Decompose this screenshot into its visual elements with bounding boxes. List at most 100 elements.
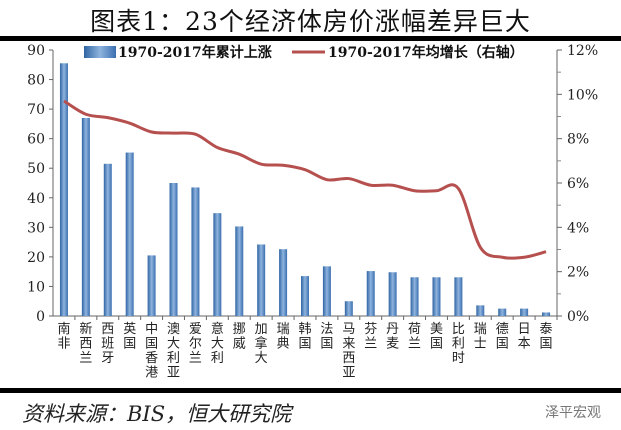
right-tick-label: 8% <box>567 132 589 148</box>
bar-西班牙 <box>103 163 112 316</box>
x-tick-label-char: 班 <box>101 337 114 352</box>
bar-马来西亚 <box>344 301 353 316</box>
x-tick-label-char: 牙 <box>101 351 114 366</box>
x-tick-label-char: 西 <box>342 351 355 366</box>
x-tick-label-char: 西 <box>101 322 114 337</box>
bar-泰国 <box>542 312 551 316</box>
left-tick-label: 30 <box>27 220 45 236</box>
bottom-divider <box>0 388 621 393</box>
chart-title: 图表1：23个经济体房价涨幅差异巨大 <box>90 7 531 36</box>
x-tick-label-char: 大 <box>255 351 268 366</box>
x-tick-label-char: 澳 <box>167 321 180 337</box>
x-tick-label-char: 荷 <box>408 322 421 337</box>
x-tick-label-char: 爱 <box>189 322 202 337</box>
right-tick-label: 4% <box>567 220 589 236</box>
x-tick-label-char: 士 <box>474 337 487 352</box>
legend-bar-swatch <box>84 46 116 58</box>
x-tick-label-char: 比 <box>452 322 465 337</box>
x-tick-label-char: 挪 <box>233 322 246 337</box>
x-tick-label-char: 芬 <box>364 322 377 337</box>
bar-澳大利亚 <box>169 183 178 316</box>
left-tick-label: 60 <box>27 132 45 148</box>
watermark: 泽平宏观 <box>545 405 601 421</box>
x-tick-label-char: 瑞 <box>474 322 487 337</box>
x-tick-label-char: 兰 <box>79 351 92 366</box>
x-tick-label-char: 拿 <box>255 336 268 352</box>
right-tick-label: 6% <box>567 176 589 192</box>
x-tick-label-char: 加 <box>255 322 268 337</box>
x-tick-label-char: 英 <box>123 322 136 337</box>
x-tick-label-char: 兰 <box>189 351 202 366</box>
x-tick-label-char: 非 <box>57 337 70 352</box>
x-tick-label-char: 香 <box>145 351 158 366</box>
bar-日本 <box>520 308 529 316</box>
x-tick-label-char: 中 <box>145 322 158 337</box>
left-tick-label: 50 <box>27 161 45 177</box>
x-tick-label-char: 南 <box>57 321 70 337</box>
x-tick-label-char: 马 <box>342 322 355 337</box>
bar-新西兰 <box>81 117 90 316</box>
bar-中国香港 <box>147 255 156 316</box>
x-tick-label-char: 丹 <box>386 322 399 337</box>
source-note: 资料来源：BIS，恒大研究院 <box>22 402 292 426</box>
right-tick-label: 12% <box>567 43 598 59</box>
x-tick-label-char: 亚 <box>342 366 355 381</box>
x-tick-label-char: 利 <box>167 351 180 366</box>
x-tick-label-char: 本 <box>518 337 531 352</box>
x-tick-label-char: 法 <box>320 322 333 337</box>
x-tick-label-char: 西 <box>79 337 92 352</box>
x-tick-label-char: 时 <box>452 351 465 366</box>
left-tick-label: 70 <box>27 102 45 118</box>
bar-瑞士 <box>476 305 485 316</box>
x-tick-label-char: 利 <box>452 337 465 352</box>
bar-荷兰 <box>410 277 419 316</box>
left-tick-label: 40 <box>27 191 45 207</box>
bar-比利时 <box>454 277 463 316</box>
x-tick-label-char: 尔 <box>189 337 202 352</box>
x-tick-label-char: 国 <box>430 337 443 352</box>
left-tick-label: 0 <box>36 309 45 325</box>
x-tick-label-char: 大 <box>211 337 224 352</box>
right-tick-label: 0% <box>567 309 589 325</box>
right-tick-label: 10% <box>567 87 598 103</box>
x-tick-label-char: 港 <box>145 366 158 381</box>
x-tick-label-char: 麦 <box>386 337 399 352</box>
bar-爱尔兰 <box>191 187 200 316</box>
x-tick-label-char: 新 <box>79 321 92 337</box>
legend-bar-label: 1970-2017年累计上涨 <box>118 44 272 61</box>
x-tick-label-char: 国 <box>320 337 333 352</box>
top-divider <box>0 36 621 41</box>
x-tick-label-char: 典 <box>277 337 290 352</box>
bar-挪威 <box>235 226 244 316</box>
x-tick-label-char: 国 <box>540 337 553 352</box>
x-tick-label-char: 美 <box>430 322 443 337</box>
left-tick-label: 80 <box>27 73 45 89</box>
legend-line-label: 1970-2017年均增长（右轴） <box>328 44 524 61</box>
bar-美国 <box>432 277 441 316</box>
bar-韩国 <box>301 276 309 316</box>
x-tick-label-char: 德 <box>496 322 509 337</box>
bar-加拿大 <box>257 244 266 316</box>
right-tick-label: 2% <box>567 265 589 281</box>
bar-丹麦 <box>388 272 397 316</box>
x-tick-label-char: 国 <box>298 337 311 352</box>
x-tick-label-char: 来 <box>342 337 355 352</box>
x-tick-label-char: 日 <box>518 322 531 337</box>
x-tick-label-char: 泰 <box>540 322 553 337</box>
bar-英国 <box>125 152 134 316</box>
x-tick-label-char: 大 <box>167 337 180 352</box>
bar-德国 <box>498 308 507 316</box>
x-tick-label-char: 利 <box>211 351 224 366</box>
bar-瑞典 <box>279 249 288 316</box>
left-tick-label: 20 <box>27 250 45 266</box>
line-series <box>63 99 547 260</box>
x-tick-label-char: 国 <box>496 337 509 352</box>
x-tick-label-char: 韩 <box>298 322 311 337</box>
left-tick-label: 90 <box>27 43 45 59</box>
bar-芬兰 <box>366 271 375 316</box>
bar-南非 <box>59 63 68 316</box>
x-tick-label-char: 瑞 <box>277 322 290 337</box>
bar-意大利 <box>213 213 222 316</box>
bar-法国 <box>322 266 331 316</box>
